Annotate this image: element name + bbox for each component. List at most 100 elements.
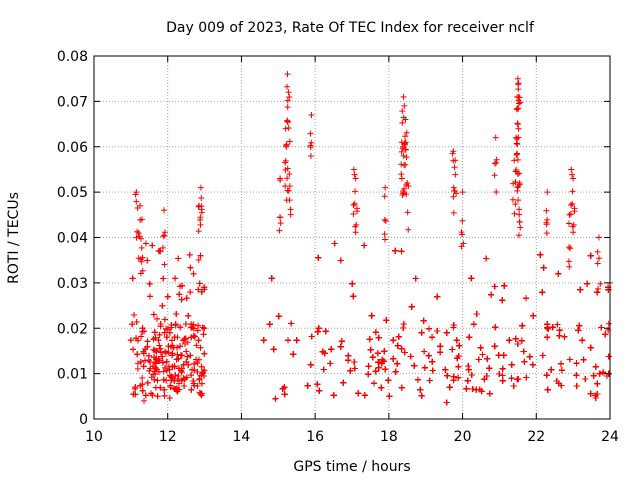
data-point <box>307 142 314 149</box>
data-point <box>383 317 390 324</box>
data-point <box>526 353 533 360</box>
data-point <box>426 377 433 384</box>
data-point <box>163 358 170 365</box>
data-point <box>275 313 282 320</box>
data-point <box>276 214 283 221</box>
data-point <box>161 232 168 239</box>
y-tick-label: 0.01 <box>57 367 88 383</box>
data-point <box>287 206 294 213</box>
data-point <box>595 234 602 241</box>
data-point <box>381 193 388 200</box>
data-point <box>513 150 520 157</box>
data-point <box>181 376 188 383</box>
data-point <box>352 175 359 182</box>
data-point <box>188 334 195 341</box>
data-point <box>201 350 208 357</box>
data-point <box>401 141 408 148</box>
data-point <box>477 344 484 351</box>
data-point <box>544 324 551 331</box>
data-point <box>154 393 161 400</box>
data-point <box>545 325 552 332</box>
data-point <box>437 349 444 356</box>
data-point <box>499 372 506 379</box>
data-point <box>169 363 176 370</box>
data-point <box>443 399 450 406</box>
data-point <box>175 365 182 372</box>
data-point <box>512 201 519 208</box>
data-point <box>475 356 482 363</box>
data-point <box>194 360 201 367</box>
data-point <box>187 264 194 271</box>
data-point <box>568 166 575 173</box>
y-axis-label: ROTI / TECUs <box>6 192 22 284</box>
data-point <box>154 377 161 384</box>
data-point <box>142 357 149 364</box>
data-point <box>509 196 516 203</box>
data-point <box>163 367 170 374</box>
data-point <box>455 363 462 370</box>
data-point <box>512 335 519 342</box>
data-point <box>515 100 522 107</box>
data-point <box>569 171 576 178</box>
data-point <box>159 353 166 360</box>
data-point <box>449 150 456 157</box>
data-point <box>321 350 328 357</box>
x-tick-label: 10 <box>85 429 103 445</box>
data-point <box>605 320 612 327</box>
data-point <box>195 228 202 235</box>
data-point <box>177 324 184 331</box>
data-point <box>453 337 460 344</box>
data-point <box>176 380 183 387</box>
data-point <box>132 384 139 391</box>
data-point <box>543 230 550 237</box>
data-point <box>350 293 357 300</box>
data-point <box>514 156 521 163</box>
data-point <box>351 365 358 372</box>
data-point <box>511 157 518 164</box>
data-point <box>450 184 457 191</box>
data-point <box>284 83 291 90</box>
data-point <box>443 329 450 336</box>
data-point <box>190 332 197 339</box>
data-point <box>399 108 406 115</box>
data-point <box>282 157 289 164</box>
data-point <box>382 366 389 373</box>
data-point <box>130 391 137 398</box>
data-point <box>496 371 503 378</box>
chart-title: Day 009 of 2023, Rate Of TEC Index for r… <box>166 20 535 36</box>
data-point <box>146 367 153 374</box>
data-point <box>308 139 315 146</box>
data-point <box>540 264 547 271</box>
data-point <box>308 333 315 340</box>
data-point <box>403 191 410 198</box>
data-point <box>175 355 182 362</box>
data-point <box>293 337 300 344</box>
data-point <box>286 138 293 145</box>
data-point <box>142 346 149 353</box>
data-point <box>281 384 288 391</box>
data-point <box>163 325 170 332</box>
data-point <box>282 125 289 132</box>
data-point <box>176 291 183 298</box>
data-point <box>565 220 572 227</box>
data-point <box>555 270 562 277</box>
data-point <box>400 190 407 197</box>
data-point <box>565 258 572 265</box>
data-point <box>510 382 517 389</box>
data-point <box>197 390 204 397</box>
x-tick-label: 18 <box>380 429 398 445</box>
data-point <box>514 340 521 347</box>
data-point <box>380 358 387 365</box>
data-point <box>134 228 141 235</box>
data-point <box>145 352 152 359</box>
data-point <box>181 340 188 347</box>
data-point <box>375 359 382 366</box>
data-point <box>425 352 432 359</box>
data-point <box>506 337 513 344</box>
data-point <box>587 344 594 351</box>
data-point <box>285 337 292 344</box>
data-point <box>149 242 156 249</box>
data-point <box>173 311 180 318</box>
data-point <box>602 331 609 338</box>
data-point <box>483 255 490 262</box>
